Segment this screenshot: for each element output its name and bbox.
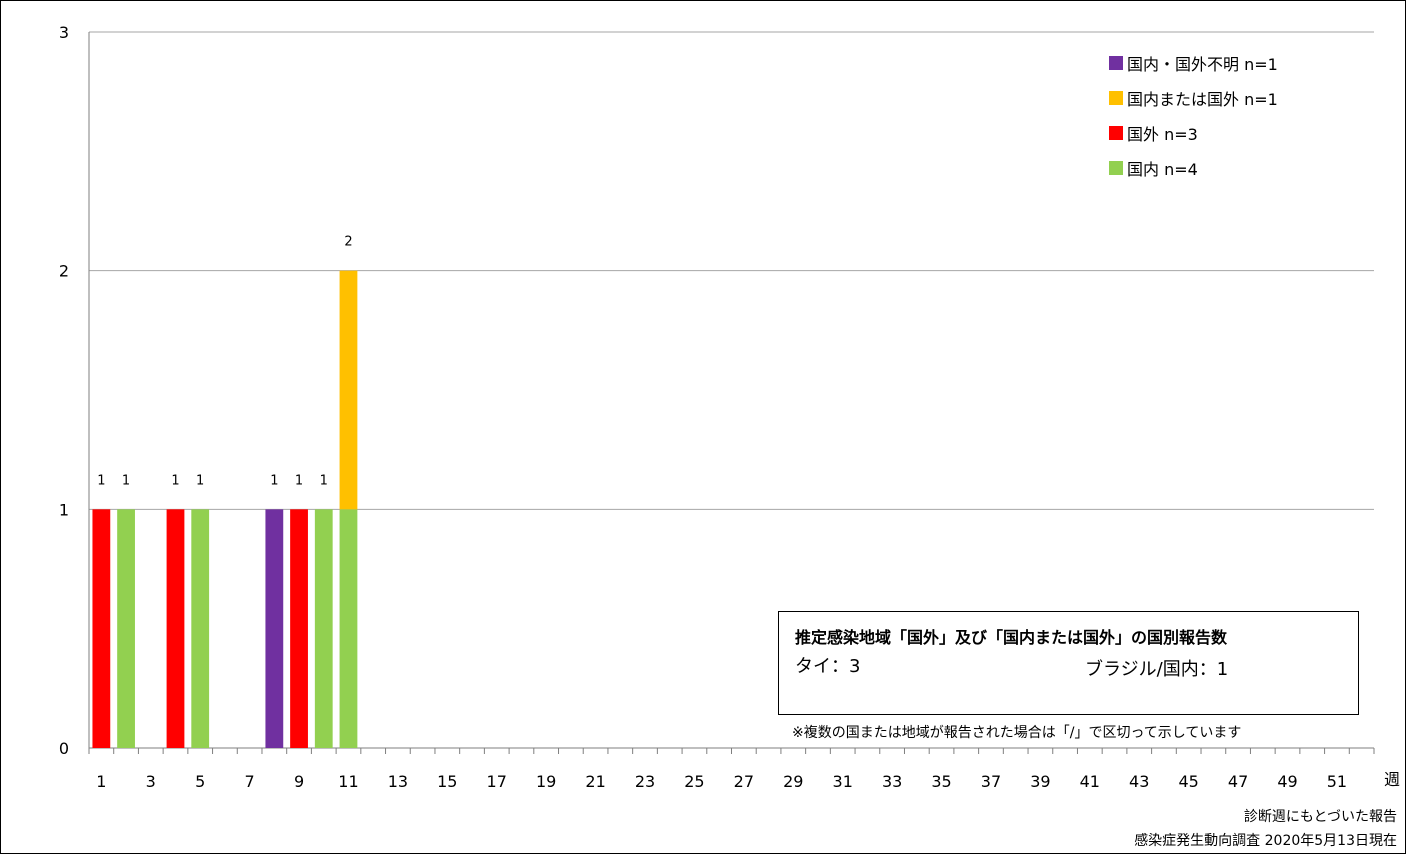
x-tick-label: 35 [931, 772, 951, 791]
data-label-week-10: 1 [320, 473, 328, 488]
x-tick-label: 29 [783, 772, 803, 791]
x-tick-label: 25 [684, 772, 704, 791]
x-tick-label: 27 [734, 772, 754, 791]
bar-week-2-series-0 [117, 509, 135, 748]
legend-item: 国内 n=4 [1109, 150, 1278, 185]
data-label-week-5: 1 [196, 473, 204, 488]
y-tick-label: 1 [59, 500, 69, 519]
x-tick-label: 43 [1129, 772, 1149, 791]
data-label-week-11: 2 [344, 235, 352, 250]
x-tick-label: 39 [1030, 772, 1050, 791]
data-label-week-2: 1 [122, 473, 130, 488]
x-tick-label: 37 [981, 772, 1001, 791]
legend-item: 国外 n=3 [1109, 115, 1278, 150]
x-tick-label: 1 [96, 772, 106, 791]
bar-week-1-series-1 [92, 509, 111, 748]
x-tick-label: 49 [1277, 772, 1297, 791]
x-tick-label: 7 [245, 772, 255, 791]
x-tick-label: 47 [1228, 772, 1248, 791]
legend-label: 国内・国外不明 n=1 [1127, 54, 1278, 74]
bar-week-10-series-0 [314, 509, 333, 748]
y-tick-label: 3 [59, 23, 69, 42]
x-tick-label: 21 [585, 772, 605, 791]
x-tick-label: 3 [146, 772, 156, 791]
bar-week-4-series-1 [166, 509, 185, 748]
data-label-week-4: 1 [171, 473, 179, 488]
x-tick-label: 23 [635, 772, 655, 791]
x-tick-label: 9 [294, 772, 304, 791]
y-tick-label: 0 [59, 739, 69, 758]
x-axis-label: 週 [1384, 770, 1400, 789]
x-tick-label: 31 [833, 772, 853, 791]
legend-swatch [1109, 90, 1123, 105]
country-report-item-brazil: ブラジル/国内：1 [1085, 659, 1229, 680]
bar-week-11-series-2 [339, 270, 358, 510]
y-tick-label: 2 [59, 262, 69, 281]
x-tick-label: 51 [1327, 772, 1347, 791]
legend-swatch [1109, 125, 1123, 140]
x-tick-label: 13 [388, 772, 408, 791]
x-tick-label: 45 [1178, 772, 1198, 791]
x-tick-label: 33 [882, 772, 902, 791]
data-label-week-9: 1 [295, 473, 303, 488]
x-tick-label: 41 [1080, 772, 1100, 791]
source-note-survey: 感染症発生動向調査 2020年5月13日現在 [1134, 833, 1397, 849]
bar-week-11-series-0 [339, 509, 358, 748]
legend-swatch [1109, 160, 1123, 175]
legend-label: 国内または国外 n=1 [1127, 89, 1278, 109]
x-tick-label: 5 [195, 772, 205, 791]
bar-week-5-series-0 [191, 509, 210, 748]
x-tick-label: 11 [338, 772, 358, 791]
data-label-week-1: 1 [97, 473, 105, 488]
bar-week-9-series-1 [290, 509, 308, 748]
source-note-basis: 診断週にもとづいた報告 [1243, 809, 1397, 825]
legend-item: 国内または国外 n=1 [1109, 80, 1278, 115]
legend-label: 国内 n=4 [1127, 159, 1198, 179]
legend-swatch [1109, 55, 1123, 70]
legend: 国内・国外不明 n=1 国内または国外 n=1 国外 n=3 国内 n=4 [1109, 45, 1278, 185]
country-report-item-thailand: タイ：3 [795, 656, 861, 677]
x-tick-label: 15 [437, 772, 457, 791]
country-report-title: 推定感染地域「国外」及び「国内または国外」の国別報告数 [795, 628, 1228, 647]
legend-label: 国外 n=3 [1127, 124, 1198, 144]
footnote: ※複数の国または地域が報告された場合は「/」で区切って示しています [792, 725, 1242, 741]
x-tick-label: 17 [487, 772, 507, 791]
legend-item: 国内・国外不明 n=1 [1109, 45, 1278, 80]
x-tick-label: 19 [536, 772, 556, 791]
bar-week-8-series-3 [265, 509, 284, 748]
country-report-box: 推定感染地域「国外」及び「国内または国外」の国別報告数 タイ：3 ブラジル/国内… [778, 611, 1359, 715]
data-label-week-8: 1 [270, 473, 278, 488]
